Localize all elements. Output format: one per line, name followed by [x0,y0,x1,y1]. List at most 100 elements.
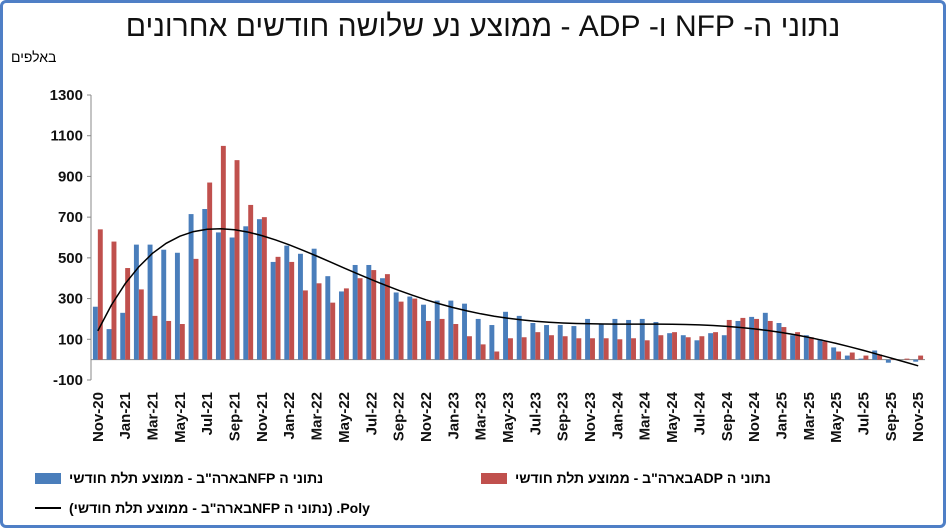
bar [576,338,582,360]
legend-swatch [35,507,61,509]
y-tick-label: 1100 [50,128,83,145]
bar [762,312,768,360]
x-tick-label: Jan-23 [445,392,462,440]
bar [166,320,172,360]
bar [243,226,249,360]
x-tick-label: May-24 [664,391,681,443]
x-tick-label: Jul-24 [691,391,708,435]
x-tick-label: Nov-20 [90,392,107,442]
bar [658,335,664,360]
bar [434,300,440,360]
bar [380,278,385,360]
bar [631,338,636,360]
bar [708,333,714,360]
bar [516,315,522,360]
x-tick-label: Jan-24 [609,391,626,439]
bar [248,204,254,360]
bar [193,258,199,360]
bar [822,341,828,360]
bar [530,323,536,360]
x-tick-label: May-23 [500,392,517,443]
bar [494,351,500,360]
y-tick-label: 100 [58,331,83,348]
bar [97,229,103,360]
bar [549,335,554,360]
bar [626,319,632,360]
bar [138,289,144,360]
bar [284,245,290,360]
y-tick-label: 300 [58,291,83,308]
bar [466,336,472,360]
bar [343,288,349,360]
bar [462,303,467,360]
bar [412,298,418,360]
bar [872,350,878,360]
bar [174,252,180,360]
legend-swatch [481,472,507,484]
bar [836,351,842,360]
x-tick-label: Mar-24 [637,391,654,440]
bar [220,145,226,360]
bar [207,182,213,360]
x-tick-label: Nov-22 [418,392,435,442]
x-tick-label: Nov-24 [746,391,763,442]
trendline [97,227,919,367]
chart: -100 100 300 500 700 900 1100 1300 Nov-20 Jan-21 M… [50,87,928,443]
legend-label: נתוני ה NFPבארה"ב - ממוצע תלת חודשי [69,470,324,486]
bar [152,315,158,360]
bar [849,352,855,360]
bar [885,359,891,363]
bar [384,274,390,360]
legend-swatch [35,472,61,484]
bar [858,358,864,360]
bar [562,336,568,360]
bar [740,317,746,360]
bar [918,355,924,360]
bar [831,347,837,360]
bar [311,248,317,360]
bar [448,300,454,360]
bar [297,253,303,360]
y-axis-label: באלפים [11,49,57,65]
x-tick-label: Sep-25 [883,392,900,441]
legend-item: נתוני ה NFPבארה"ב - ממוצע תלת חודשי [35,470,323,486]
x-tick-label: Sep-24 [719,391,736,441]
bar [913,359,919,362]
y-tick-label: 900 [58,168,83,185]
bar [147,244,153,360]
bar [289,261,295,360]
x-tick-label: Jan-21 [117,392,134,440]
bar [421,304,426,360]
bar [325,276,331,360]
bar [749,316,755,360]
x-tick-label: Jul-25 [855,392,872,435]
bar [92,306,98,360]
bar [781,327,787,360]
bar [726,319,732,360]
bar [202,209,208,360]
bar [179,324,185,360]
legend-item: Poly. (נתוני ה NFPבארה"ב - ממוצע תלת חוד… [35,500,370,516]
bar [776,323,782,360]
bar [371,270,377,360]
bar [904,358,910,360]
x-tick-label: Mar-21 [145,392,162,440]
bar [133,244,139,360]
bar [790,335,796,360]
x-tick-label: Nov-21 [254,392,271,442]
bar [215,232,221,360]
bar [503,311,508,360]
bar [699,336,705,360]
bar [672,332,677,360]
bar [767,320,773,360]
bar [680,335,686,360]
bar [120,312,126,360]
bar [439,318,445,360]
y-tick-label: -100 [53,372,83,389]
x-tick-label: Jul-21 [199,392,216,435]
bar [425,320,431,360]
bar [667,333,673,360]
bar [521,337,527,360]
bar [585,318,591,360]
